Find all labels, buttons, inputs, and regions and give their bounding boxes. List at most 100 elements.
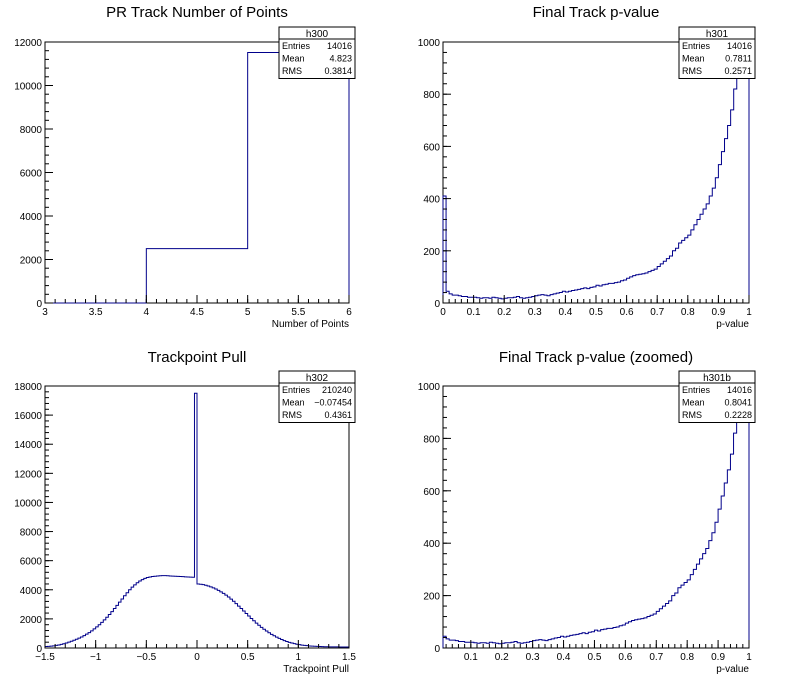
stats-value-entries: 210240	[322, 385, 352, 395]
x-tick-label: 0.7	[649, 652, 663, 663]
y-tick-label: 800	[423, 434, 440, 445]
x-tick-label: 0.8	[680, 652, 694, 663]
x-tick-label: 0.3	[528, 307, 542, 318]
y-tick-label: 18000	[14, 382, 42, 393]
x-tick-label: 1	[746, 307, 752, 318]
x-tick-label: −1.5	[35, 652, 55, 663]
stats-box-name: h300	[306, 29, 329, 40]
x-axis-label: p-value	[716, 664, 749, 675]
stats-value-entries: 14016	[327, 41, 352, 51]
stats-label-rms: RMS	[282, 410, 302, 420]
histogram-line	[45, 52, 350, 304]
stats-box-frame	[278, 26, 356, 79]
stats-label-rms: RMS	[682, 66, 702, 76]
stats-value-mean: −0.07454	[314, 398, 352, 408]
stats-label-mean: Mean	[282, 398, 305, 408]
chart-title: Trackpoint Pull	[148, 349, 247, 366]
x-tick-label: 3.5	[89, 307, 103, 318]
histogram-line	[442, 57, 750, 303]
stats-value-rms: 0.2228	[724, 410, 752, 420]
x-axis-label: Trackpoint Pull	[283, 664, 349, 675]
x-tick-label: 0.6	[618, 652, 632, 663]
x-tick-label: 0.9	[711, 307, 725, 318]
x-tick-label: 4.5	[190, 307, 204, 318]
stats-box-frame	[678, 26, 756, 79]
x-tick-label: 0.8	[681, 307, 695, 318]
x-tick-label: 3	[42, 307, 48, 318]
x-axis-label: Number of Points	[272, 319, 349, 330]
y-tick-label: 800	[423, 90, 440, 101]
x-tick-label: 5.5	[291, 307, 305, 318]
y-tick-label: 6000	[20, 169, 43, 180]
stats-box-frame	[278, 370, 356, 423]
x-tick-label: 5	[245, 307, 251, 318]
stats-box-name: h301b	[703, 373, 731, 384]
stats-label-entries: Entries	[682, 385, 711, 395]
chart-h301: Final Track p-value 0 0.1 0.2 0.3 0.4 0.5 0.6 0.…	[418, 4, 756, 330]
stats-label-entries: Entries	[282, 385, 311, 395]
y-tick-label: 600	[423, 487, 440, 498]
y-tick-label: 0	[434, 644, 440, 655]
stats-box-name: h302	[306, 373, 329, 384]
stats-value-rms: 0.4361	[324, 410, 352, 420]
x-tick-label: 0.4	[557, 652, 571, 663]
stats-label-rms: RMS	[682, 410, 702, 420]
x-tick-label: 1	[296, 652, 302, 663]
stats-label-rms: RMS	[282, 66, 302, 76]
y-tick-label: 400	[423, 539, 440, 550]
stats-box-name: h301	[706, 29, 729, 40]
y-tick-label: 0	[36, 299, 42, 310]
x-tick-label: 0.5	[589, 307, 603, 318]
x-tick-label: 0.1	[467, 307, 481, 318]
x-tick-label: 0.7	[650, 307, 664, 318]
stats-label-mean: Mean	[682, 54, 705, 64]
y-tick-label: 600	[423, 142, 440, 153]
chart-title: Final Track p-value	[533, 4, 660, 21]
y-tick-label: 2000	[20, 615, 43, 626]
x-tick-label: 0.5	[241, 652, 255, 663]
x-tick-label: 0.3	[526, 652, 540, 663]
x-tick-label: 0.9	[711, 652, 725, 663]
stats-value-mean: 4.823	[329, 54, 352, 64]
y-tick-label: 12000	[14, 38, 42, 49]
stats-value-rms: 0.3814	[324, 66, 352, 76]
y-tick-label: 10000	[14, 82, 42, 93]
y-tick-label: 10000	[14, 498, 42, 509]
stats-label-entries: Entries	[682, 41, 711, 51]
x-tick-label: 0.2	[495, 652, 509, 663]
x-tick-label: 0.1	[464, 652, 478, 663]
chart-title: PR Track Number of Points	[106, 4, 288, 21]
y-tick-label: 200	[423, 247, 440, 258]
y-tick-label: 14000	[14, 440, 42, 451]
y-tick-label: 1000	[418, 382, 441, 393]
histogram-line	[44, 392, 350, 648]
y-tick-label: 8000	[20, 125, 43, 136]
chart-h301b: Final Track p-value (zoomed) 0.1 0.2 0.3 0.4…	[418, 349, 756, 675]
y-tick-label: 1000	[418, 38, 441, 49]
chart-h300: PR Track Number of Points 3 3.5 4 4.5 5 5.5 6Nu…	[14, 4, 356, 330]
y-tick-label: 6000	[20, 557, 43, 568]
x-tick-label: 0.4	[558, 307, 572, 318]
plot-frame	[442, 41, 750, 304]
y-tick-label: 0	[36, 644, 42, 655]
y-tick-label: 12000	[14, 469, 42, 480]
x-tick-label: 1.5	[342, 652, 356, 663]
y-tick-label: 200	[423, 592, 440, 603]
y-tick-label: 4000	[20, 586, 43, 597]
stats-value-entries: 14016	[727, 385, 752, 395]
stats-label-mean: Mean	[282, 54, 305, 64]
histogram-line	[442, 401, 750, 648]
stats-value-mean: 0.8041	[724, 398, 752, 408]
x-tick-label: 1	[746, 652, 752, 663]
stats-label-entries: Entries	[282, 41, 311, 51]
stats-box-frame	[678, 370, 756, 423]
y-tick-label: 0	[434, 299, 440, 310]
x-tick-label: 0	[194, 652, 200, 663]
x-tick-label: 0.5	[588, 652, 602, 663]
y-tick-label: 2000	[20, 256, 43, 267]
